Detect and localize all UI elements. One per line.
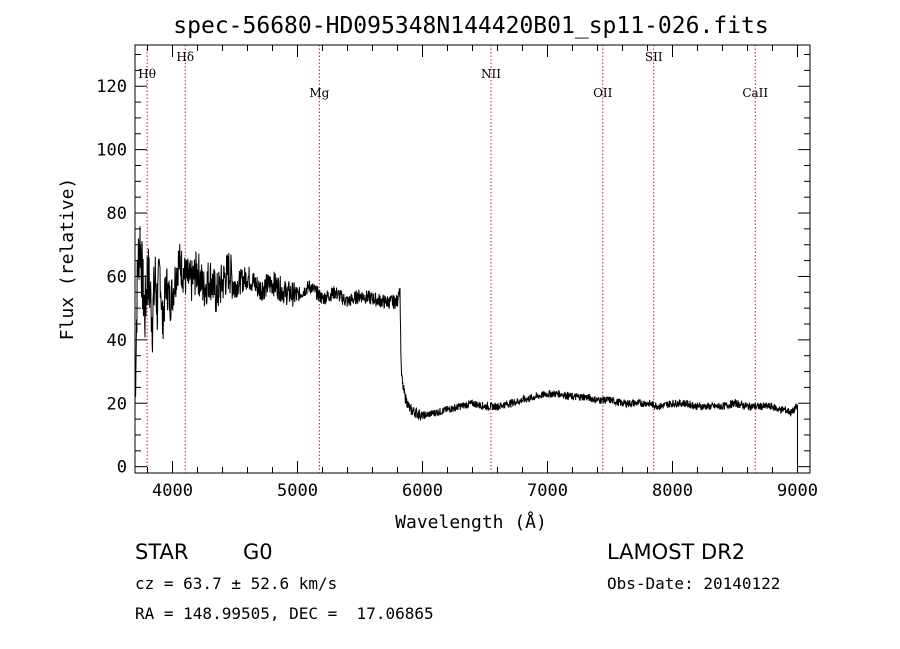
observation-date: Obs-Date: 20140122: [607, 574, 781, 593]
x-tick-label: 7000: [527, 481, 568, 501]
survey-name: LAMOST DR2: [607, 540, 746, 564]
line-marker-label: NII: [481, 67, 501, 81]
x-tick-label: 5000: [277, 481, 318, 501]
axis-ticks: 4000 5000 6000 7000 8000 9000 0 20 40 60 80 100 120: [96, 45, 818, 501]
y-tick-label: 0: [117, 458, 127, 478]
x-tick-label: 9000: [777, 481, 818, 501]
y-tick-label: 100: [96, 141, 127, 161]
y-tick-label: 80: [107, 204, 127, 224]
object-class: STAR: [135, 540, 189, 564]
x-tick-label: 6000: [402, 481, 443, 501]
line-marker-label: CaII: [742, 86, 768, 100]
y-tick-label: 40: [107, 331, 127, 351]
y-tick-label: 120: [96, 77, 127, 97]
line-marker-label: Mg: [309, 86, 329, 100]
plot-frame: [134, 44, 811, 474]
chart-title: spec-56680-HD095348N144420B01_sp11-026.f…: [173, 13, 768, 39]
y-tick-label: 60: [107, 267, 127, 287]
x-axis-label: Wavelength (Å): [395, 511, 547, 533]
line-marker-label: Hθ: [138, 67, 156, 81]
y-axis-label: Flux (relative): [57, 178, 78, 341]
x-tick-label: 4000: [152, 481, 193, 501]
spectrum-line: [134, 226, 798, 467]
line-marker-label: Hδ: [176, 50, 194, 64]
redshift-cz: cz = 63.7 ± 52.6 km/s: [135, 574, 338, 593]
x-tick-label: 8000: [652, 481, 693, 501]
line-marker-label: SII: [645, 50, 663, 64]
y-tick-label: 20: [107, 394, 127, 414]
subclass: G0: [243, 540, 273, 564]
coordinates: RA = 148.99505, DEC = 17.06865: [135, 604, 434, 623]
line-marker-label: OII: [593, 86, 613, 100]
emission-line-markers: Hθ Hδ Mg NII OII SII CaII: [138, 45, 768, 473]
